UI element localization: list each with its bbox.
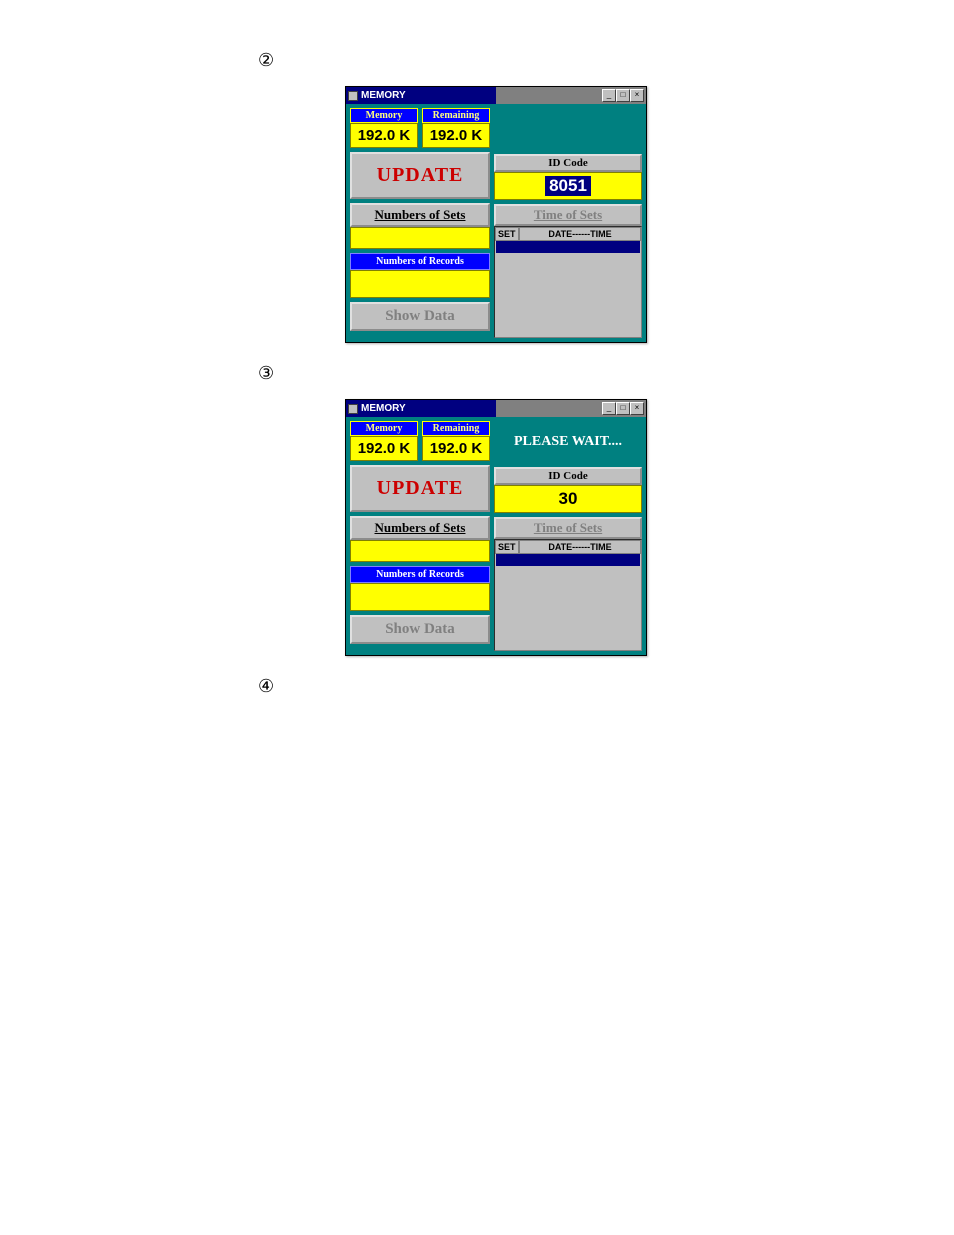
minimize-button[interactable]: _	[602, 89, 616, 102]
timesets-header: Time of Sets	[494, 517, 642, 539]
timesets-header: Time of Sets	[494, 204, 642, 226]
maximize-button[interactable]: □	[616, 402, 630, 415]
window-controls: _ □ ×	[602, 402, 644, 415]
th-datetime: DATE------TIME	[519, 227, 641, 241]
app-icon	[348, 404, 358, 414]
window-title: MEMORY	[361, 403, 406, 414]
update-label: UPDATE	[377, 164, 464, 186]
wait-area	[494, 108, 642, 150]
idcode-field[interactable]: 30	[494, 485, 642, 513]
maximize-button[interactable]: □	[616, 89, 630, 102]
memory-label: Memory	[350, 108, 418, 123]
idcode-field[interactable]: 8051	[494, 172, 642, 200]
memory-label: Memory	[350, 421, 418, 436]
update-button[interactable]: UPDATE	[350, 152, 490, 199]
minimize-button[interactable]: _	[602, 402, 616, 415]
show-data-button[interactable]: Show Data	[350, 302, 490, 331]
selected-row[interactable]	[496, 241, 640, 253]
idcode-header: ID Code	[494, 467, 642, 485]
remaining-value: 192.0 K	[422, 436, 490, 461]
window-controls: _ □ ×	[602, 89, 644, 102]
wait-area: PLEASE WAIT....	[494, 421, 642, 463]
window-title: MEMORY	[361, 90, 406, 101]
memory-value: 192.0 K	[350, 123, 418, 148]
titlebar: MEMORY _ □ ×	[346, 87, 646, 104]
window-body: Memory 192.0 K Remaining 192.0 K UPDATE …	[346, 104, 646, 342]
numsets-value	[350, 540, 490, 562]
remaining-label: Remaining	[422, 421, 490, 436]
update-button[interactable]: UPDATE	[350, 465, 490, 512]
step-marker-4: ④	[258, 676, 954, 697]
close-button[interactable]: ×	[630, 402, 644, 415]
memory-window-1: MEMORY _ □ × Memory 192.0 K Remaining 19…	[345, 86, 647, 343]
show-data-button[interactable]: Show Data	[350, 615, 490, 644]
remaining-value: 192.0 K	[422, 123, 490, 148]
wait-text: PLEASE WAIT....	[514, 434, 622, 450]
memory-window-2: MEMORY _ □ × Memory 192.0 K Remaining 19…	[345, 399, 647, 656]
idcode-value: 8051	[545, 176, 591, 196]
step-marker-2: ②	[258, 50, 954, 71]
app-icon	[348, 91, 358, 101]
selected-row[interactable]	[496, 554, 640, 566]
update-label: UPDATE	[377, 477, 464, 499]
th-set: SET	[495, 540, 519, 554]
th-datetime: DATE------TIME	[519, 540, 641, 554]
numsets-header: Numbers of Sets	[350, 516, 490, 540]
timesets-table[interactable]: SET DATE------TIME	[494, 226, 642, 338]
numrecords-value	[350, 270, 490, 298]
numsets-value	[350, 227, 490, 249]
idcode-header: ID Code	[494, 154, 642, 172]
numrecords-header: Numbers of Records	[350, 253, 490, 270]
numsets-header: Numbers of Sets	[350, 203, 490, 227]
idcode-value: 30	[559, 489, 578, 508]
step-marker-3: ③	[258, 363, 954, 384]
numrecords-value	[350, 583, 490, 611]
window-body: Memory 192.0 K Remaining 192.0 K UPDATE …	[346, 417, 646, 655]
titlebar: MEMORY _ □ ×	[346, 400, 646, 417]
th-set: SET	[495, 227, 519, 241]
remaining-label: Remaining	[422, 108, 490, 123]
timesets-table[interactable]: SET DATE------TIME	[494, 539, 642, 651]
numrecords-header: Numbers of Records	[350, 566, 490, 583]
memory-value: 192.0 K	[350, 436, 418, 461]
close-button[interactable]: ×	[630, 89, 644, 102]
